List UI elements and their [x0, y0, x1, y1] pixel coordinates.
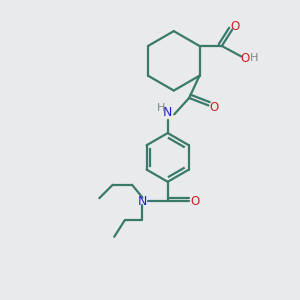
- Text: H: H: [250, 53, 259, 64]
- Text: O: O: [230, 20, 239, 33]
- Text: N: N: [163, 106, 172, 119]
- Text: O: O: [209, 101, 218, 114]
- Text: O: O: [240, 52, 249, 65]
- Text: H: H: [157, 103, 165, 113]
- Text: N: N: [138, 195, 147, 208]
- Text: O: O: [190, 195, 200, 208]
